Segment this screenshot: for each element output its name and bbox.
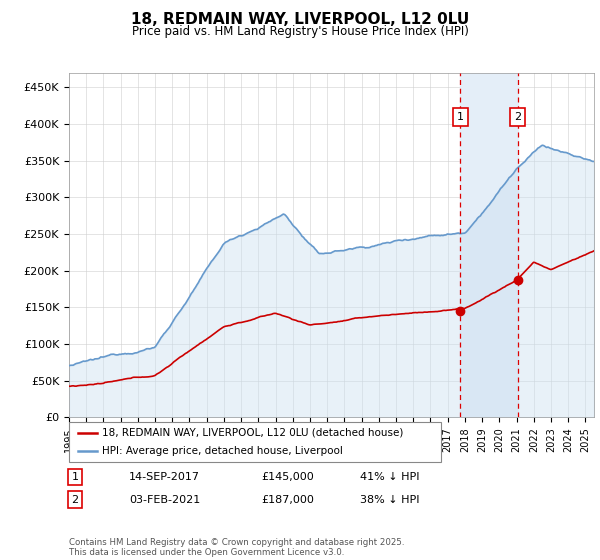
- Text: 1: 1: [457, 112, 464, 122]
- Text: HPI: Average price, detached house, Liverpool: HPI: Average price, detached house, Live…: [103, 446, 343, 456]
- Text: Price paid vs. HM Land Registry's House Price Index (HPI): Price paid vs. HM Land Registry's House …: [131, 25, 469, 38]
- Text: 38% ↓ HPI: 38% ↓ HPI: [360, 494, 419, 505]
- Text: 03-FEB-2021: 03-FEB-2021: [129, 494, 200, 505]
- Text: 2: 2: [71, 494, 79, 505]
- Bar: [460, 73, 518, 417]
- Text: 18, REDMAIN WAY, LIVERPOOL, L12 0LU (detached house): 18, REDMAIN WAY, LIVERPOOL, L12 0LU (det…: [103, 428, 404, 438]
- Text: 2: 2: [514, 112, 521, 122]
- Text: 14-SEP-2017: 14-SEP-2017: [129, 472, 200, 482]
- Text: Contains HM Land Registry data © Crown copyright and database right 2025.
This d: Contains HM Land Registry data © Crown c…: [69, 538, 404, 557]
- Text: 18, REDMAIN WAY, LIVERPOOL, L12 0LU: 18, REDMAIN WAY, LIVERPOOL, L12 0LU: [131, 12, 469, 27]
- Text: £145,000: £145,000: [261, 472, 314, 482]
- Text: 41% ↓ HPI: 41% ↓ HPI: [360, 472, 419, 482]
- Text: £187,000: £187,000: [261, 494, 314, 505]
- Text: 1: 1: [71, 472, 79, 482]
